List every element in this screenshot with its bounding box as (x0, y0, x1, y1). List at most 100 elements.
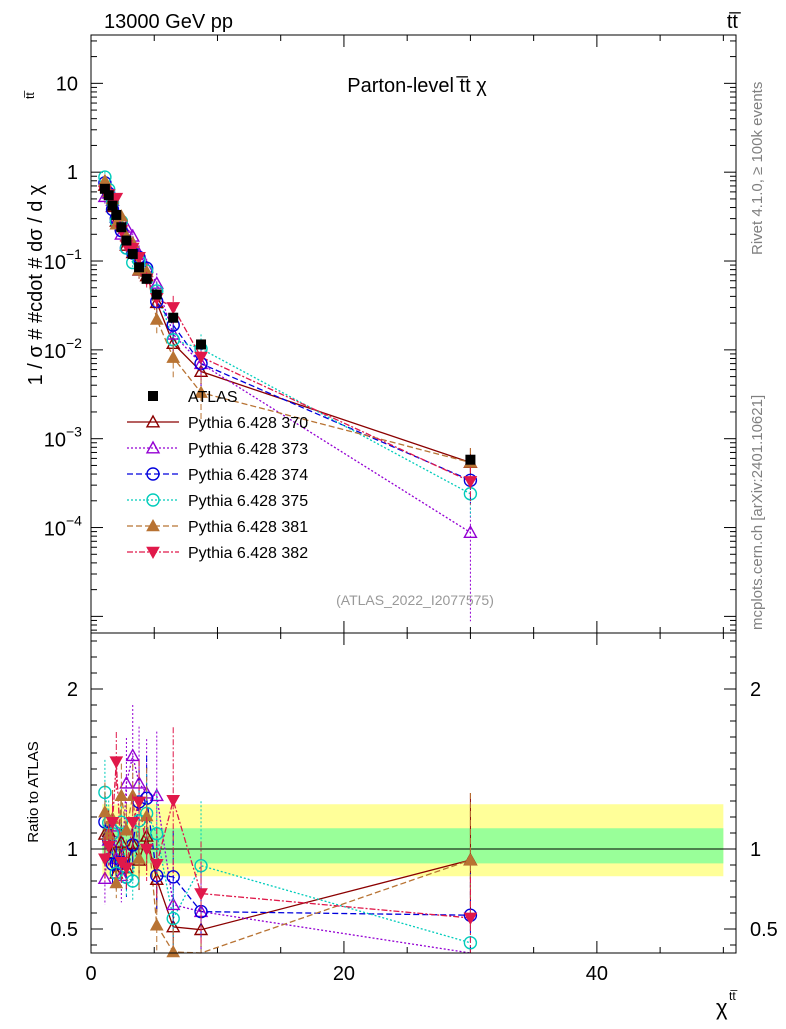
legend-marker (146, 493, 160, 507)
legend-marker (145, 414, 161, 428)
data-marker (168, 312, 179, 323)
data-marker (127, 248, 138, 259)
legend-label: Pythia 6.428 375 (188, 493, 308, 510)
legend-label: Pythia 6.428 374 (188, 467, 308, 484)
x-tick-labels: 0 20 40 (85, 963, 608, 985)
main-y-tick-exponent: −4 (66, 513, 82, 529)
data-marker (99, 183, 110, 194)
ratio-y-tick-label: 0.5 (50, 919, 78, 941)
data-marker (134, 262, 145, 273)
ratio-frame (90, 632, 737, 954)
main-y-tick-label: 10 (44, 252, 66, 274)
ratio-marker (463, 853, 478, 866)
ratio-marker (149, 788, 164, 802)
main-marker (125, 242, 140, 256)
ratio-y-tick-label: 1 (67, 839, 78, 861)
ratio-marker (166, 870, 180, 884)
ratio-y-tick-label-right: 1 (750, 839, 761, 861)
main-marker (166, 326, 181, 340)
main-frame (90, 34, 737, 634)
ratio-marker (109, 875, 124, 889)
ratio-marker (149, 858, 164, 872)
ratio-marker (119, 775, 134, 789)
x-tick-label: 0 (85, 963, 96, 985)
ratio-panel: 2 2 1 1 0.5 0.5 Ratio to ATLAS (25, 632, 778, 958)
ratio-stat-uncertainty-band (102, 828, 724, 864)
ratio-y-tick-label-right: 0.5 (750, 919, 778, 941)
ratio-marker (149, 918, 164, 931)
main-marker (194, 385, 208, 398)
header-energy-label: 13000 GeV pp (104, 11, 233, 33)
ratio-marker (119, 823, 134, 836)
ratio-marker (105, 817, 120, 830)
data-marker (107, 200, 118, 211)
main-y-tick-exponent: −3 (66, 424, 82, 440)
ratio-marker (114, 788, 129, 801)
main-y-tick-label: 10 (56, 73, 78, 95)
main-y-tick-label: 10 (44, 341, 66, 363)
x-axis-label-sup: tt̅ (729, 989, 738, 1003)
ratio-y-tick-label-right: 2 (750, 679, 761, 701)
main-marker (166, 350, 181, 363)
ratio-marker (139, 843, 154, 857)
ratio-marker (194, 888, 208, 901)
main-marker (149, 312, 164, 325)
ratio-marker (98, 805, 112, 818)
main-marker (463, 476, 478, 489)
ratio-marker (126, 874, 140, 888)
main-series-line (104, 182, 471, 481)
legend-marker (145, 440, 161, 454)
legend-marker (146, 467, 160, 481)
legend-marker (146, 518, 160, 532)
ratio-marker (463, 912, 478, 925)
ratio-marker (166, 944, 181, 958)
main-y-tick-label: 10 (44, 519, 66, 541)
legend-label: Pythia 6.428 381 (188, 519, 308, 536)
ratio-marker (101, 840, 116, 854)
ratio-marker (150, 827, 164, 841)
data-marker (141, 273, 152, 284)
ratio-uncertainty-bands (102, 804, 724, 877)
legend: ATLAS Pythia 6.428 370 Pythia 6.428 373 Pyt… (127, 389, 308, 562)
ratio-y-tick-label: 2 (67, 679, 78, 701)
main-marker (194, 351, 208, 365)
main-data-points (97, 170, 478, 622)
ratio-marker (463, 936, 478, 950)
ratio-marker (194, 858, 208, 873)
ratio-marker (119, 862, 134, 875)
legend-label: Pythia 6.428 373 (188, 441, 308, 458)
main-y-tick-label: 10 (44, 430, 66, 452)
data-marker (151, 289, 162, 300)
ratio-marker (125, 817, 140, 830)
ratio-axis-label: Ratio to ATLAS (25, 741, 42, 842)
y-axis-label-text: 1 / σ # #cdot # dσ / d χ (25, 184, 47, 385)
main-y-tick-label: 1 (67, 162, 78, 184)
legend-label: ATLAS (188, 389, 238, 406)
main-series-line (104, 190, 471, 483)
legend-marker (146, 546, 160, 560)
legend-label: Pythia 6.428 370 (188, 415, 308, 432)
ratio-marker (132, 851, 146, 864)
ratio-marker (98, 853, 112, 866)
mcplots-reference-label: mcplots.cern.ch [arXiv:2401.10621] (749, 395, 766, 630)
ratio-marker (166, 897, 181, 911)
x-axis-label: χ (716, 995, 728, 1020)
data-marker (196, 339, 207, 350)
analysis-watermark: (ATLAS_2022_I2077575) (336, 592, 494, 608)
rivet-version-label: Rivet 4.1.0, ≥ 100k events (749, 82, 766, 255)
y-axis-label: 1 / σ # #cdot # dσ / d χ tt̅ (23, 90, 47, 385)
data-marker (111, 209, 122, 220)
main-marker (166, 302, 181, 315)
ratio-marker (97, 871, 113, 885)
main-y-tick-exponent: −1 (66, 246, 82, 262)
y-axis-label-sup: tt̅ (23, 90, 37, 99)
x-tick-label: 20 (333, 963, 355, 985)
ratio-axis-ticks: 2 2 1 1 0.5 0.5 (50, 633, 778, 953)
main-y-tick-exponent: −2 (66, 335, 82, 351)
data-marker (465, 454, 476, 465)
ratio-data-points (97, 705, 478, 958)
header-process-label: tt̅ (727, 11, 741, 33)
ratio-marker (166, 795, 181, 808)
